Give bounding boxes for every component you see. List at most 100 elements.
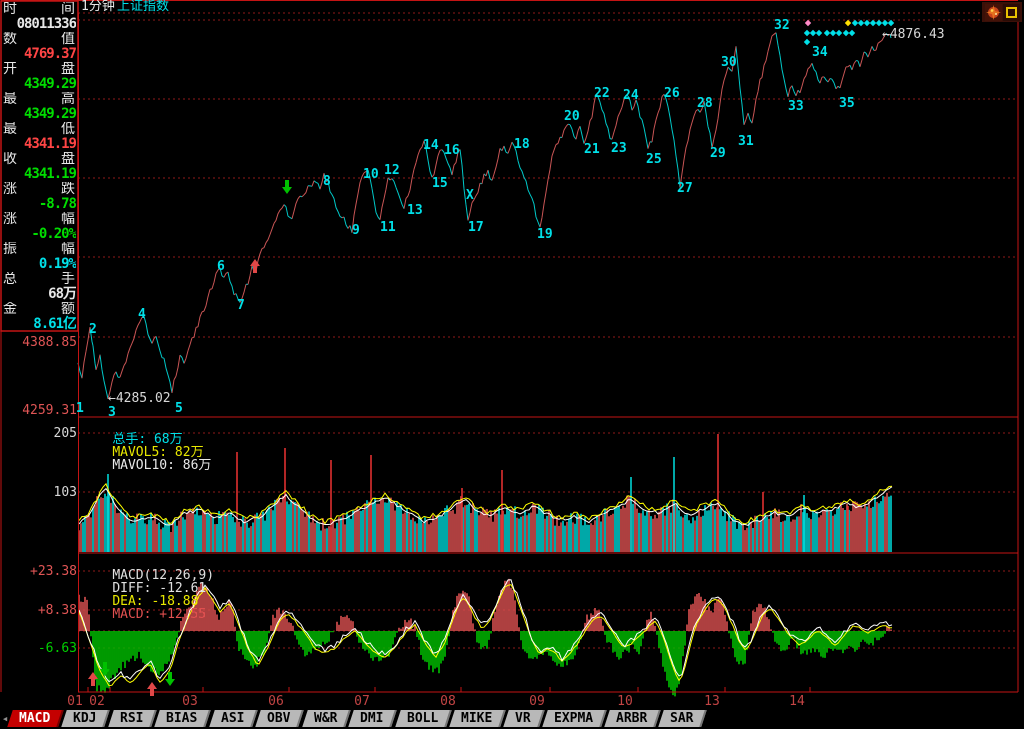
chart-label: 17 (468, 220, 484, 235)
quote-row-9: 总 手 68万 (2, 272, 76, 302)
chart-label: +23.38 (30, 564, 77, 579)
chart-label: 02 (89, 694, 105, 709)
quote-value: 4341.19 (23, 166, 76, 182)
quote-row-6: 涨 跌 -8.78 (2, 182, 76, 212)
quote-label: 低 (61, 122, 75, 137)
chart-label: 14 (423, 138, 439, 153)
chart-label: 32 (774, 18, 790, 33)
chart-label: 01 (67, 694, 83, 709)
sell-signal-arrow-icon (282, 180, 292, 194)
quote-label: 金 (3, 302, 17, 317)
quote-label: 跌 (61, 182, 75, 197)
chart-label: 13 (407, 203, 423, 218)
chart-label: 205 (54, 426, 77, 441)
chart-label: 103 (54, 485, 77, 500)
chart-label: 08 (440, 694, 456, 709)
chart-label: 4259.31 (22, 403, 77, 418)
quote-value: 4349.29 (23, 106, 76, 122)
tab-boll[interactable]: BOLL (394, 710, 452, 727)
quote-label: 最 (3, 122, 17, 137)
buy-signal-arrow-icon (147, 682, 157, 696)
chart-label: 12 (384, 163, 400, 178)
quote-value: 0.19% (38, 256, 76, 272)
chart-label: 35 (839, 96, 855, 111)
chart-label: 15 (432, 176, 448, 191)
tab-kdj[interactable]: KDJ (61, 710, 111, 727)
tab-arbr[interactable]: ARBR (604, 710, 662, 727)
quote-value: 08011336 (16, 16, 76, 32)
quote-label: 幅 (61, 242, 75, 257)
sell-signal-arrow-icon (100, 662, 110, 676)
chart-label: 23 (611, 141, 627, 156)
chart-label: 20 (564, 109, 580, 124)
chart-label: -6.63 (38, 641, 77, 656)
chart-label: 03 (182, 694, 198, 709)
quote-label: 幅 (61, 212, 75, 227)
quote-label: 数 (3, 32, 17, 47)
tab-obv[interactable]: OBV (255, 710, 305, 727)
tab-macd[interactable]: MACD (7, 710, 65, 727)
quote-label: 间 (61, 2, 75, 17)
quote-label: 收 (3, 152, 17, 167)
chart-label: 31 (738, 134, 754, 149)
chart-label: 5 (175, 401, 183, 416)
app-logo-icon[interactable] (984, 3, 1002, 21)
chart-label: 06 (268, 694, 284, 709)
chart-label: 9 (352, 223, 360, 238)
quote-label: 总 (3, 272, 17, 287)
tab-bias[interactable]: BIAS (154, 710, 212, 727)
tab-wr[interactable]: W&R (301, 710, 351, 727)
quote-row-7: 涨 幅 -0.20% (2, 212, 76, 242)
chart-label: 4388.85 (22, 335, 77, 350)
chart-label: 19 (537, 227, 553, 242)
tab-asi[interactable]: ASI (208, 710, 258, 727)
tab-vr[interactable]: VR (503, 710, 545, 727)
tab-scroll-left-icon[interactable]: ◂ (1, 712, 9, 725)
chart-label: 22 (594, 86, 610, 101)
buy-signal-arrow-icon (88, 672, 98, 686)
quote-label: 开 (3, 62, 17, 77)
chart-label: 34 (812, 45, 828, 60)
chart-label: 29 (710, 146, 726, 161)
quote-label: 值 (61, 32, 75, 47)
macd-pane-header: MACD(12,26,9) DIFF: -12.61 DEA: -18.88 M… (81, 556, 222, 634)
sell-signal-arrow-icon (165, 672, 175, 686)
quote-label: 时 (3, 2, 17, 17)
mavol5-label: MAVOL5: 82万 (112, 445, 204, 460)
quote-row-8: 振 幅 0.19% (2, 242, 76, 272)
chart-label: 8 (323, 174, 331, 189)
tab-rsi[interactable]: RSI (108, 710, 158, 727)
chart-label: 16 (444, 143, 460, 158)
quote-label: 涨 (3, 182, 17, 197)
chart-label: ←4876.43 (882, 27, 945, 42)
chart-label: 1 (76, 401, 84, 416)
tab-dmi[interactable]: DMI (348, 710, 398, 727)
chart-label: 09 (529, 694, 545, 709)
chart-label: 2 (89, 322, 97, 337)
titlebar-icons (982, 2, 1022, 22)
quote-label: 涨 (3, 212, 17, 227)
quote-row-3: 最 高 4349.29 (2, 92, 76, 122)
tab-expma[interactable]: EXPMA (542, 710, 607, 727)
chart-label: 26 (664, 86, 680, 101)
buy-signal-arrow-icon (250, 259, 260, 273)
quote-row-4: 最 低 4341.19 (2, 122, 76, 152)
symbol-label[interactable]: 上证指数 (117, 0, 170, 14)
chart-label: X (466, 188, 474, 203)
quote-label: 额 (61, 302, 75, 317)
macd-value-label: MACD: +12.55 (112, 607, 207, 622)
tab-sar[interactable]: SAR (658, 710, 708, 727)
maximize-icon[interactable] (1002, 3, 1020, 21)
quote-label: 最 (3, 92, 17, 107)
volume-total-label: 总手: 68万 (112, 432, 183, 447)
quote-row-1: 数 值 4769.37 (2, 32, 76, 62)
quote-value: 8.61亿 (33, 316, 76, 332)
tab-mike[interactable]: MIKE (449, 710, 506, 727)
quote-label: 手 (61, 272, 75, 287)
quote-value: 4341.19 (23, 136, 76, 152)
quote-value: 68万 (48, 286, 76, 302)
chart-label: 11 (380, 220, 396, 235)
quote-value: -8.78 (38, 196, 76, 212)
period-label[interactable]: 1分钟 (81, 0, 115, 14)
